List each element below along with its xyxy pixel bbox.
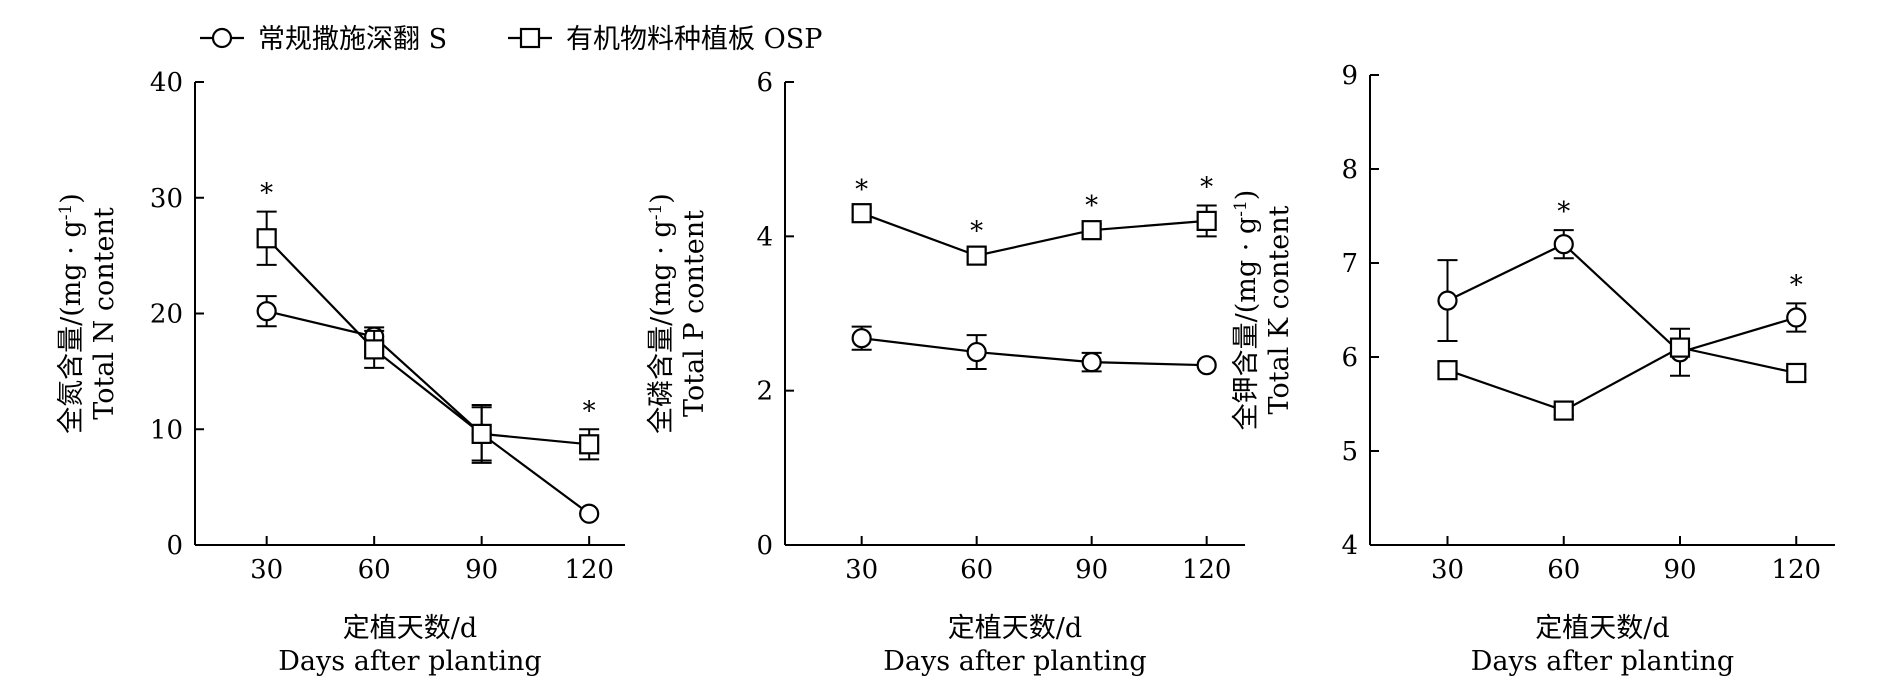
series-line xyxy=(265,237,590,446)
series-line xyxy=(861,337,1207,367)
circle-marker xyxy=(1196,355,1217,376)
x-tick-label: 90 xyxy=(1075,555,1108,585)
circle-marker xyxy=(1081,352,1102,373)
x-tick-label: 60 xyxy=(960,555,993,585)
square-marker xyxy=(1081,220,1102,241)
circle-marker xyxy=(1437,290,1458,311)
y-tick-label: 40 xyxy=(150,68,183,98)
y-tick-label: 10 xyxy=(150,415,183,445)
series-line xyxy=(1447,346,1797,412)
y-tick-label: 0 xyxy=(756,531,773,561)
square-marker xyxy=(256,228,277,249)
x-tick-label: 90 xyxy=(465,555,498,585)
x-axis-label-en: Days after planting xyxy=(278,646,541,677)
series-osp xyxy=(256,210,600,462)
y-tick-label: 6 xyxy=(1341,343,1358,373)
circle-marker xyxy=(1786,307,1807,328)
legend: 常规撒施深翻 S 有机物料种植板 OSP xyxy=(200,24,822,55)
x-axis-label-en: Days after planting xyxy=(1471,646,1734,677)
y-tick-label: 6 xyxy=(756,68,773,98)
significance-label: * xyxy=(1790,270,1803,300)
y-axis-label-en: Total P content xyxy=(679,210,710,417)
y-axis-label-en: Total K content xyxy=(1264,205,1295,414)
series-line xyxy=(1447,242,1797,354)
y-axis-label-en: Total N content xyxy=(89,207,120,420)
x-axis-label-cn: 定植天数/d xyxy=(343,613,477,644)
square-marker xyxy=(579,434,600,455)
x-tick-label: 60 xyxy=(1547,555,1580,585)
series-s xyxy=(1437,229,1807,377)
x-tick-label: 60 xyxy=(358,555,391,585)
x-axis-label-cn: 定植天数/d xyxy=(948,613,1082,644)
y-tick-label: 8 xyxy=(1341,155,1358,185)
y-tick-label: 20 xyxy=(150,300,183,330)
series-line xyxy=(266,310,590,515)
series-osp xyxy=(851,203,1217,266)
significance-label: * xyxy=(855,175,868,205)
series-line xyxy=(861,212,1207,257)
circle-marker xyxy=(579,503,600,524)
x-tick-label: 90 xyxy=(1663,555,1696,585)
square-marker xyxy=(851,203,872,224)
x-tick-label: 120 xyxy=(1182,555,1232,585)
square-marker xyxy=(471,423,492,444)
y-tick-label: 9 xyxy=(1341,61,1358,91)
legend-item-osp: 有机物料种植板 OSP xyxy=(508,24,822,55)
significance-label: * xyxy=(1557,197,1570,227)
x-tick-label: 30 xyxy=(845,555,878,585)
x-tick-label: 30 xyxy=(250,555,283,585)
significance-label: * xyxy=(970,216,983,246)
y-tick-label: 30 xyxy=(150,184,183,214)
significance-label: * xyxy=(260,179,273,209)
legend-circle-marker xyxy=(211,27,233,49)
legend-square-marker xyxy=(519,27,541,49)
circle-marker xyxy=(256,301,277,322)
square-marker xyxy=(1669,337,1691,358)
circle-marker xyxy=(966,341,987,363)
circle-marker xyxy=(1553,234,1574,255)
x-tick-label: 30 xyxy=(1431,555,1464,585)
y-tick-label: 4 xyxy=(1341,531,1358,561)
legend-label-osp: 有机物料种植板 OSP xyxy=(566,24,822,55)
y-tick-label: 4 xyxy=(756,222,773,252)
x-tick-label: 120 xyxy=(1771,555,1821,585)
x-axis-label-en: Days after planting xyxy=(883,646,1146,677)
x-axis-label-cn: 定植天数/d xyxy=(1535,613,1669,644)
y-axis-label-cn: 全氮含量/(mg · g-1) xyxy=(56,193,87,434)
square-marker xyxy=(1553,400,1574,421)
square-marker xyxy=(1786,362,1807,384)
series-s xyxy=(256,295,600,524)
y-axis-label-cn: 全磷含量/(mg · g-1) xyxy=(646,193,677,434)
y-axis-label-cn: 全钾含量/(mg · g-1) xyxy=(1231,190,1262,431)
significance-label: * xyxy=(1200,172,1213,202)
significance-label: * xyxy=(1085,191,1098,221)
square-marker xyxy=(1196,210,1217,231)
x-tick-label: 120 xyxy=(564,555,614,585)
square-marker xyxy=(966,245,987,266)
y-tick-label: 2 xyxy=(756,377,773,407)
legend-item-s: 常规撒施深翻 S xyxy=(200,24,447,55)
y-tick-label: 5 xyxy=(1341,437,1358,467)
series-s xyxy=(851,325,1217,376)
significance-label: * xyxy=(583,396,596,426)
series-osp xyxy=(1437,337,1807,421)
y-tick-label: 0 xyxy=(166,531,183,561)
legend-label-s: 常规撒施深翻 S xyxy=(258,24,447,55)
y-tick-label: 7 xyxy=(1341,249,1358,279)
circle-marker xyxy=(851,328,872,349)
square-marker xyxy=(1437,360,1458,381)
square-marker xyxy=(364,339,385,360)
